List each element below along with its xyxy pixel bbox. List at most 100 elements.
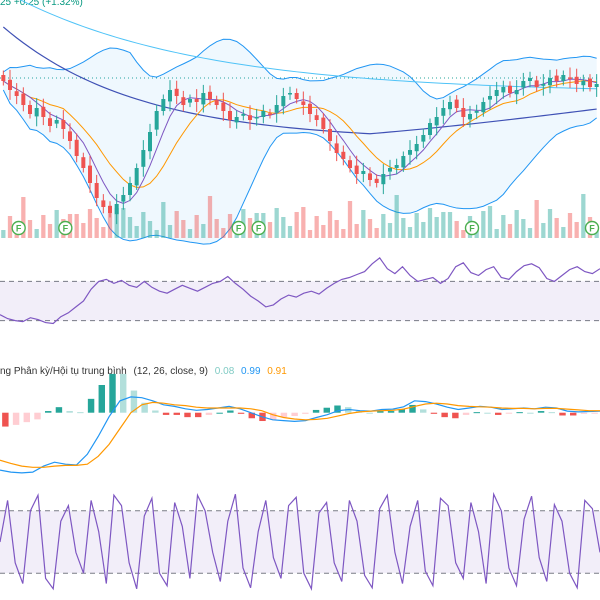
candle-body [541,84,546,86]
candle-body [121,195,126,202]
macd-histogram-bar [87,398,95,413]
macd-histogram-bar [184,412,191,418]
candle-body [168,90,172,102]
macd-histogram-bar [173,412,180,415]
volume-bar [294,212,299,238]
candle-body [308,103,312,114]
volume-bar [41,215,46,238]
candle-body [254,117,259,119]
volume-bar [81,223,86,238]
macd-histogram-bar [591,412,598,414]
volume-bar [121,208,126,238]
event-marker-circle [464,220,480,236]
event-marker-label: F [589,224,595,234]
macd-histogram-bar [205,412,213,415]
macd-histogram-bar [34,412,41,420]
moving-average-fast-orange [3,80,597,189]
volume-bar [274,208,279,238]
candle-body [341,151,346,159]
volume-bar [147,221,153,238]
volume-bar [167,225,173,238]
candle-body [521,81,526,88]
event-marker-label: F [236,224,242,234]
volume-bar [514,210,519,238]
volume-bar [427,208,433,238]
volume-bar [347,201,353,238]
macd-histogram-bar [387,411,395,413]
macd-histogram-bar [141,402,148,413]
macd-histogram-bar [420,409,427,413]
macd-line [0,396,600,474]
macd-histogram-bar [473,412,480,414]
macd-histogram-bar [23,412,30,423]
macd-histogram-bar [302,412,309,414]
oscillator-2-zone [0,510,600,574]
oscillator-2-panel[interactable] [0,491,600,591]
candle-body [68,131,72,141]
volume-bar [581,194,586,238]
event-marker-circle [11,220,26,236]
candle-body [474,111,479,113]
candle-body [594,84,599,87]
candle-body [488,96,492,100]
macd-panel[interactable] [0,373,600,474]
macd-histogram-bar [120,373,127,413]
macd-indicator-params: (12, 26, close, 9) [133,366,209,377]
candle-body [148,132,152,152]
candle-body [534,80,539,87]
candle-body [34,108,39,117]
macd-histogram-bar [162,412,170,415]
macd-histogram-bar [312,409,320,413]
candle-body [154,111,159,130]
candle-body [194,99,199,102]
volume-bar [341,229,346,238]
candle-body [288,93,292,95]
macd-legend: ng Phân kỳ/Hội tụ trung bình (12, 26, cl… [0,366,291,377]
macd-histogram-bar [366,412,373,414]
candle-body [14,91,19,96]
volume-bar [487,206,493,238]
candle-body [128,183,132,195]
macd-histogram-bar [66,411,73,413]
candle-body [454,99,459,108]
oscillator-1-panel[interactable] [0,257,600,325]
macd-hist-value: 0.08 [214,366,235,377]
candle-body [428,123,432,135]
macd-histogram-bar [452,412,459,419]
macd-histogram-bar [152,410,159,413]
volume-bar [141,212,146,238]
volume-bar [181,220,186,238]
volume-bar [381,214,386,238]
price-header: 25 +0.25 (+1.32%) [0,0,83,8]
macd-histogram-bar [77,412,84,414]
moving-average-slow-line [2,26,597,135]
macd-histogram-bar [409,404,416,413]
bollinger-band-fill [3,39,597,245]
macd-histogram-bar [430,412,438,414]
macd-histogram-bar [2,412,9,427]
volume-bar [314,216,319,238]
volume-bar [501,215,506,238]
volume-bar [21,197,26,238]
candle-body [334,143,339,153]
volume-bar [407,227,413,238]
candle-body [548,78,552,86]
candle-body [314,115,319,120]
candle-body [381,174,386,185]
volume-bar [47,224,53,238]
volume-bar [287,226,293,238]
candle-body [61,120,66,129]
candle-body [214,100,219,105]
volume-bar [161,202,166,238]
volume-bar [541,223,546,238]
macd-histogram-bar [270,412,277,420]
candle-body [388,168,392,172]
macd-histogram-bar [548,412,555,414]
candle-body [514,90,519,95]
candle-body [321,117,326,129]
candle-body [501,87,506,93]
event-marker-label: F [469,224,475,234]
event-marker-circle [231,220,246,236]
